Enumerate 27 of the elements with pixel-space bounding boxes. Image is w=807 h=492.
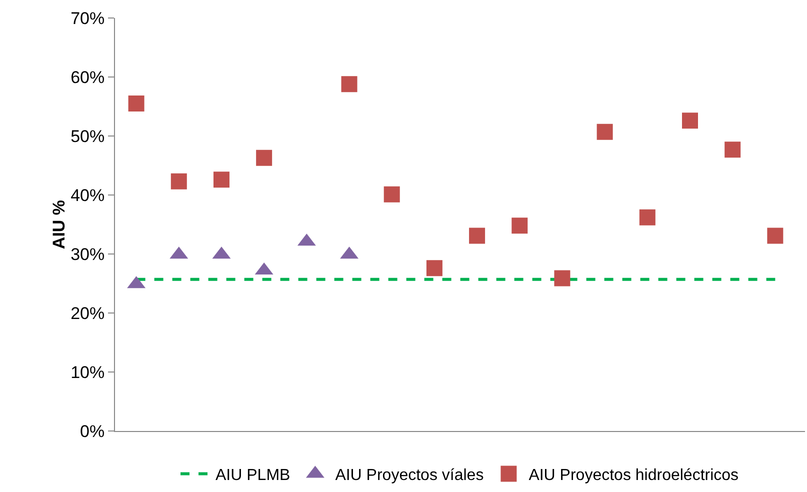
point [554,270,570,286]
point [170,173,187,190]
point [256,150,272,166]
point [596,124,613,140]
y-tick-label: 20% [70,304,105,323]
y-tick-label: 30% [70,244,105,264]
legend-label: AIU Proyectos hidroeléctricos [528,466,739,484]
point [724,142,741,158]
y-tick-label: 60% [70,68,105,87]
y-tick-label: 40% [70,186,105,205]
point [639,209,656,226]
y-tick-label: 70% [70,8,105,28]
y-tick-label: 10% [70,362,105,382]
point [512,218,528,234]
point [469,228,486,244]
y-tick-label: 0% [80,422,105,441]
y-axis-title: AIU % [50,200,69,250]
legend-label: AIU Proyectos víales [335,466,484,484]
point [213,172,230,188]
point [767,228,784,244]
point [682,112,698,129]
point [384,186,400,202]
legend-label: AIU PLMB [216,466,290,484]
point [426,260,442,276]
y-tick-label: 50% [70,126,105,146]
point [128,96,144,112]
point [341,76,358,92]
